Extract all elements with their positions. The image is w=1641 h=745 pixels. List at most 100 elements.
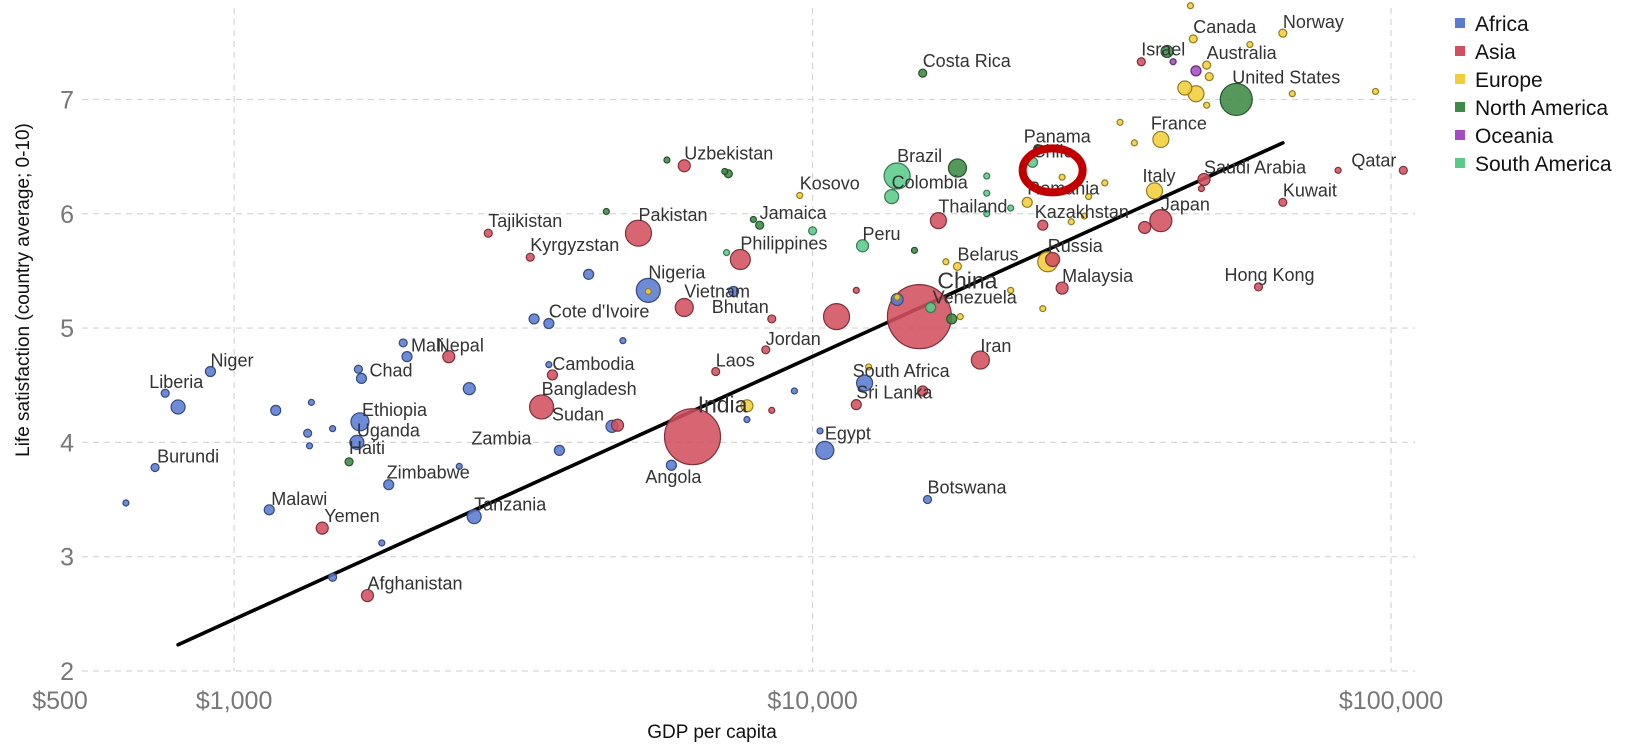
label-united-states: United States bbox=[1232, 67, 1340, 87]
point-europe bbox=[1130, 139, 1138, 147]
point-africa bbox=[303, 428, 313, 438]
point-liberia bbox=[160, 388, 170, 398]
label-hong-kong: Hong Kong bbox=[1225, 265, 1315, 285]
label-venezuela: Venezuela bbox=[933, 287, 1018, 307]
point-tajikistan bbox=[483, 228, 493, 238]
point-bhutan bbox=[767, 314, 777, 324]
point-asia bbox=[1138, 220, 1152, 235]
label-nigeria: Nigeria bbox=[648, 262, 706, 282]
point-africa bbox=[790, 387, 798, 395]
legend-label-north-america: North America bbox=[1475, 97, 1608, 120]
point-north-america bbox=[663, 156, 671, 164]
point-europe bbox=[1177, 80, 1193, 96]
point-europe bbox=[1039, 305, 1047, 313]
label-burundi: Burundi bbox=[157, 447, 219, 467]
label-uzbekistan: Uzbekistan bbox=[684, 144, 773, 164]
label-malaysia: Malaysia bbox=[1062, 266, 1134, 286]
point-nepal bbox=[442, 350, 456, 364]
point-united-states bbox=[1219, 82, 1253, 117]
point-niger bbox=[204, 365, 217, 378]
point-oceania bbox=[1190, 65, 1202, 77]
point-africa bbox=[727, 285, 740, 298]
point-asia bbox=[822, 303, 851, 331]
point-zimbabwe bbox=[383, 479, 395, 491]
y-tick-label: 3 bbox=[60, 544, 74, 572]
x-tick-label: $1,000 bbox=[196, 687, 272, 715]
x-tick-label: $10,000 bbox=[767, 687, 857, 715]
label-laos: Laos bbox=[716, 351, 755, 371]
point-africa bbox=[329, 425, 337, 433]
point-saudi-arabia bbox=[1197, 172, 1211, 187]
point-uganda bbox=[349, 434, 365, 450]
point-france bbox=[1152, 130, 1170, 149]
point-africa bbox=[307, 398, 315, 406]
label-costa-rica: Costa Rica bbox=[923, 51, 1012, 71]
point-europe bbox=[1007, 286, 1015, 294]
label-belarus: Belarus bbox=[957, 244, 1018, 264]
x-axis-ticks: $500 $1,000 $10,000 $100,000 bbox=[32, 687, 1443, 715]
point-pakistan bbox=[624, 219, 653, 247]
label-vietnam: Vietnam bbox=[684, 281, 750, 301]
point-north-america bbox=[749, 215, 757, 224]
point-africa bbox=[378, 539, 386, 547]
point-africa bbox=[170, 399, 186, 415]
point-zambia bbox=[553, 444, 565, 456]
label-jordan: Jordan bbox=[766, 329, 821, 349]
point-kyrgyzstan bbox=[525, 252, 535, 262]
gridlines bbox=[82, 8, 1415, 672]
legend-swatch-asia bbox=[1455, 46, 1465, 56]
legend-label-asia: Asia bbox=[1475, 41, 1516, 64]
label-israel: Israel bbox=[1141, 40, 1185, 60]
label-nepal: Nepal bbox=[437, 336, 484, 356]
label-india: India bbox=[698, 392, 748, 418]
point-asia bbox=[1197, 185, 1205, 193]
label-zimbabwe: Zimbabwe bbox=[387, 463, 470, 483]
y-tick-label: 2 bbox=[60, 658, 74, 686]
point-europe bbox=[893, 293, 901, 301]
point-venezuela bbox=[925, 301, 937, 314]
label-mali: Mali bbox=[411, 336, 444, 356]
label-panama: Panama bbox=[1024, 127, 1092, 147]
label-thailand: Thailand bbox=[938, 197, 1007, 217]
point-europe bbox=[1371, 87, 1380, 96]
point-south-america bbox=[983, 172, 991, 180]
label-pakistan: Pakistan bbox=[638, 205, 707, 225]
point-europe bbox=[956, 313, 964, 321]
point-ethiopia bbox=[350, 412, 370, 432]
point-europe bbox=[1203, 101, 1211, 109]
label-kazakhstan: Kazakhstan bbox=[1035, 202, 1129, 222]
point-north-america bbox=[721, 167, 729, 176]
x-axis-label: GDP per capita bbox=[647, 722, 777, 743]
point-africa bbox=[270, 404, 282, 416]
label-bangladesh: Bangladesh bbox=[542, 379, 637, 399]
trend-line bbox=[176, 141, 1285, 647]
legend-swatch-north-america bbox=[1455, 102, 1465, 112]
legend-label-south-america: South America bbox=[1475, 153, 1612, 176]
label-tajikistan: Tajikistan bbox=[488, 211, 562, 231]
y-tick-label: 5 bbox=[60, 315, 74, 343]
point-north-america bbox=[910, 246, 919, 254]
point-africa bbox=[583, 268, 595, 280]
point-cote-d-ivoire bbox=[543, 317, 555, 330]
point-africa bbox=[455, 462, 463, 470]
point-mali bbox=[401, 351, 413, 363]
point-costa-rica bbox=[918, 68, 928, 78]
point-egypt bbox=[815, 440, 835, 460]
label-australia: Australia bbox=[1207, 43, 1278, 63]
point-kosovo bbox=[796, 191, 804, 200]
point-uzbekistan bbox=[677, 159, 691, 173]
point-north-america bbox=[946, 313, 958, 325]
label-italy: Italy bbox=[1143, 166, 1176, 186]
point-asia bbox=[917, 385, 929, 397]
y-axis-ticks: 2 3 4 5 6 7 bbox=[60, 86, 74, 686]
point-thailand bbox=[929, 212, 948, 230]
label-bhutan: Bhutan bbox=[712, 297, 769, 317]
point-peru bbox=[855, 239, 870, 253]
trendline-layer bbox=[176, 141, 1285, 647]
point-south-america bbox=[983, 189, 991, 197]
point-africa bbox=[528, 313, 540, 325]
point-africa bbox=[353, 364, 364, 374]
point-india bbox=[663, 408, 722, 466]
legend-swatch-oceania bbox=[1455, 130, 1465, 140]
